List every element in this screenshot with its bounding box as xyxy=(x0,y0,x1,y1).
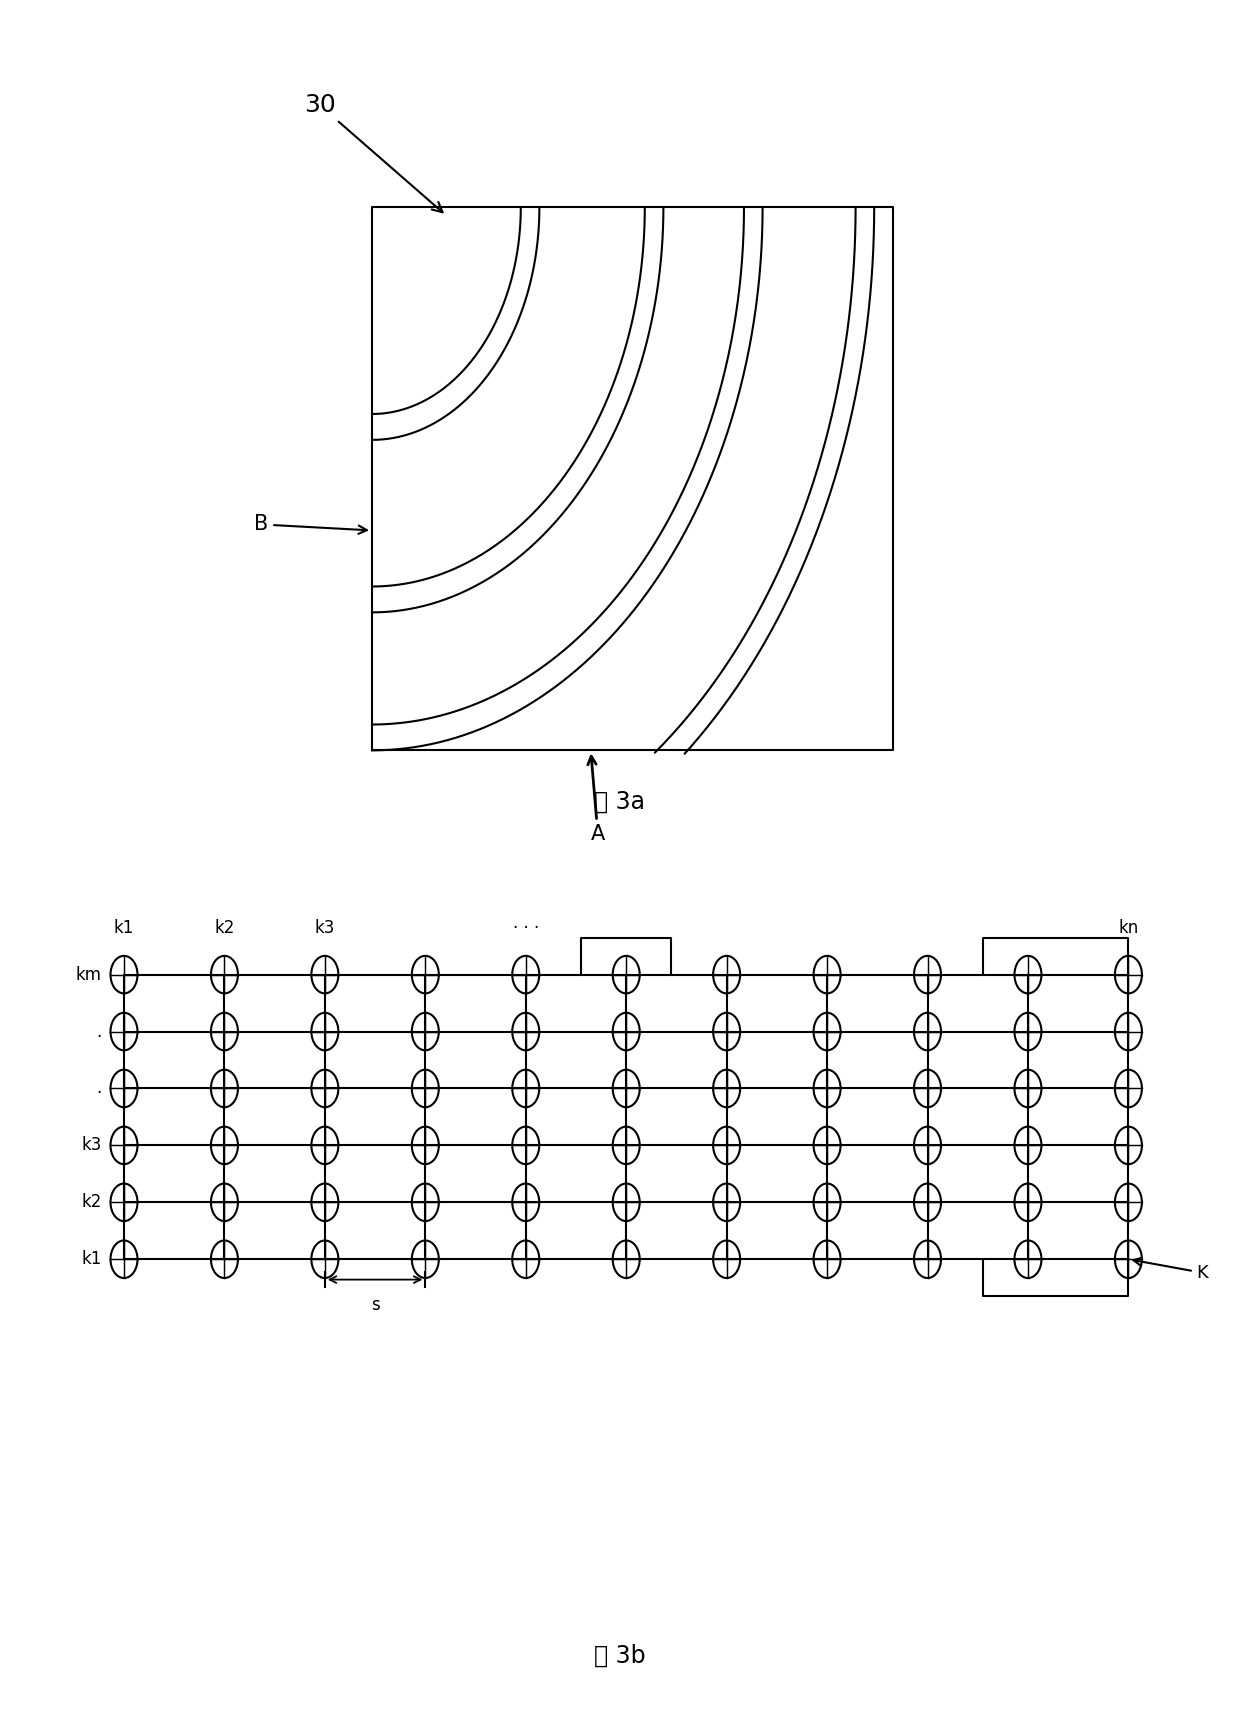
Text: 图 3a: 图 3a xyxy=(594,790,646,814)
Text: k1: k1 xyxy=(114,919,134,937)
Text: k2: k2 xyxy=(82,1194,102,1211)
Text: · · ·: · · · xyxy=(512,919,539,937)
Text: .: . xyxy=(97,1080,102,1097)
Text: .: . xyxy=(97,1023,102,1040)
Text: k2: k2 xyxy=(215,919,234,937)
Text: k3: k3 xyxy=(315,919,335,937)
Text: 图 3b: 图 3b xyxy=(594,1644,646,1668)
Text: K: K xyxy=(1133,1258,1208,1282)
Text: k1: k1 xyxy=(82,1251,102,1268)
Text: kn: kn xyxy=(1118,919,1138,937)
Text: k3: k3 xyxy=(82,1137,102,1154)
Text: km: km xyxy=(76,966,102,983)
Text: A: A xyxy=(588,756,605,844)
Text: 30: 30 xyxy=(304,93,443,212)
Text: s: s xyxy=(371,1295,379,1314)
Text: B: B xyxy=(254,514,367,535)
